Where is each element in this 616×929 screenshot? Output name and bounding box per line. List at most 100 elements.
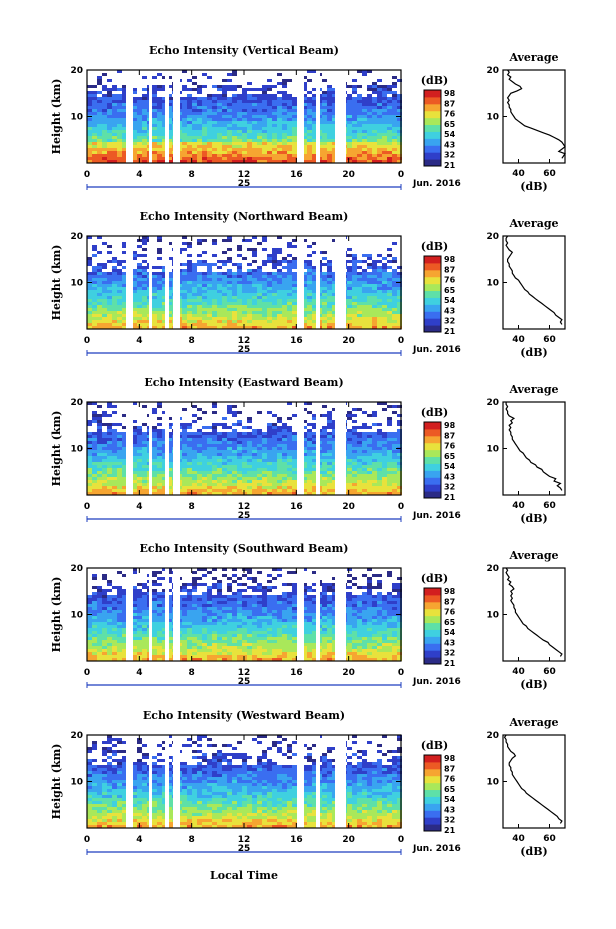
heatmap-cell: [92, 121, 97, 124]
heatmap-cell: [237, 248, 242, 251]
heatmap-cell: [122, 91, 127, 94]
heatmap-cell: [132, 100, 137, 103]
heatmap-cell: [142, 465, 147, 468]
heatmap-cell: [107, 492, 112, 495]
heatmap-cell: [287, 112, 292, 115]
heatmap-cell: [242, 465, 247, 468]
heatmap-cell: [347, 305, 352, 308]
heatmap-cell: [107, 308, 112, 311]
heatmap-cell: [372, 106, 377, 109]
heatmap-cell: [122, 323, 127, 326]
heatmap-cell: [322, 453, 327, 456]
heatmap-cell: [362, 139, 367, 142]
avg-y-tick-label: 20: [486, 66, 499, 76]
heatmap-cell: [167, 257, 172, 260]
heatmap-cell: [162, 133, 167, 136]
heatmap-cell: [142, 76, 147, 79]
heatmap-cell: [257, 471, 262, 474]
heatmap-cell: [352, 317, 357, 320]
heatmap-cell: [187, 275, 192, 278]
heatmap-cell: [192, 586, 197, 589]
heatmap-cell: [372, 435, 377, 438]
heatmap-cell: [132, 568, 137, 571]
heatmap-cell: [377, 447, 382, 450]
heatmap-cell: [112, 266, 117, 269]
heatmap-cell: [92, 293, 97, 296]
heatmap-cell: [332, 281, 337, 284]
heatmap-cell: [327, 486, 332, 489]
heatmap-cell: [327, 583, 332, 586]
heatmap-cell: [397, 124, 402, 127]
heatmap-cell: [132, 278, 137, 281]
heatmap-cell: [277, 456, 282, 459]
heatmap-cell: [242, 450, 247, 453]
heatmap-cell: [107, 323, 112, 326]
heatmap-cell: [112, 118, 117, 121]
heatmap-cell: [87, 85, 92, 88]
heatmap-cell: [292, 266, 297, 269]
heatmap-cell: [217, 465, 222, 468]
heatmap-cell: [212, 444, 217, 447]
heatmap-cell: [157, 251, 162, 254]
heatmap-cell: [142, 160, 147, 163]
heatmap-cell: [232, 136, 237, 139]
heatmap-cell: [157, 145, 162, 148]
heatmap-cell: [107, 97, 112, 100]
heatmap-cell: [192, 151, 197, 154]
heatmap-cell: [102, 492, 107, 495]
heatmap-cell: [102, 465, 107, 468]
heatmap-cell: [197, 157, 202, 160]
heatmap-cell: [282, 124, 287, 127]
heatmap-cell: [197, 139, 202, 142]
heatmap-cell: [302, 589, 307, 592]
heatmap-cell: [152, 148, 157, 151]
heatmap-cell: [302, 311, 307, 314]
heatmap-cell: [272, 139, 277, 142]
heatmap-cell: [307, 245, 312, 248]
heatmap-cell: [397, 275, 402, 278]
heatmap-cell: [132, 429, 137, 432]
heatmap-cell: [272, 480, 277, 483]
heatmap-cell: [392, 480, 397, 483]
heatmap-cell: [237, 471, 242, 474]
heatmap-cell: [122, 444, 127, 447]
heatmap-cell: [397, 266, 402, 269]
heatmap-cell: [277, 462, 282, 465]
heatmap-cell: [102, 121, 107, 124]
heatmap-cell: [92, 299, 97, 302]
heatmap-cell: [282, 305, 287, 308]
heatmap-cell: [142, 88, 147, 91]
heatmap-cell: [272, 287, 277, 290]
heatmap-cell: [247, 311, 252, 314]
heatmap-cell: [292, 127, 297, 130]
heatmap-cell: [122, 438, 127, 441]
heatmap-cell: [257, 127, 262, 130]
heatmap-cell: [382, 284, 387, 287]
heatmap-cell: [352, 414, 357, 417]
heatmap-cell: [387, 112, 392, 115]
heatmap-cell: [167, 589, 172, 592]
heatmap-cell: [387, 317, 392, 320]
missing-data-gap: [173, 402, 180, 495]
heatmap-cell: [132, 97, 137, 100]
heatmap-cell: [202, 260, 207, 263]
heatmap-cell: [357, 465, 362, 468]
heatmap-cell: [242, 477, 247, 480]
heatmap-cell: [377, 254, 382, 257]
heatmap-cell: [232, 465, 237, 468]
heatmap-cell: [87, 148, 92, 151]
heatmap-cell: [372, 151, 377, 154]
heatmap-cell: [167, 489, 172, 492]
heatmap-cell: [202, 136, 207, 139]
heatmap-cell: [262, 311, 267, 314]
heatmap-cell: [382, 474, 387, 477]
heatmap-cell: [217, 160, 222, 163]
heatmap-cell: [207, 278, 212, 281]
heatmap-cell: [262, 589, 267, 592]
heatmap-cell: [107, 477, 112, 480]
heatmap-cell: [387, 441, 392, 444]
heatmap-cell: [302, 468, 307, 471]
heatmap-cell: [372, 148, 377, 151]
heatmap-cell: [137, 269, 142, 272]
